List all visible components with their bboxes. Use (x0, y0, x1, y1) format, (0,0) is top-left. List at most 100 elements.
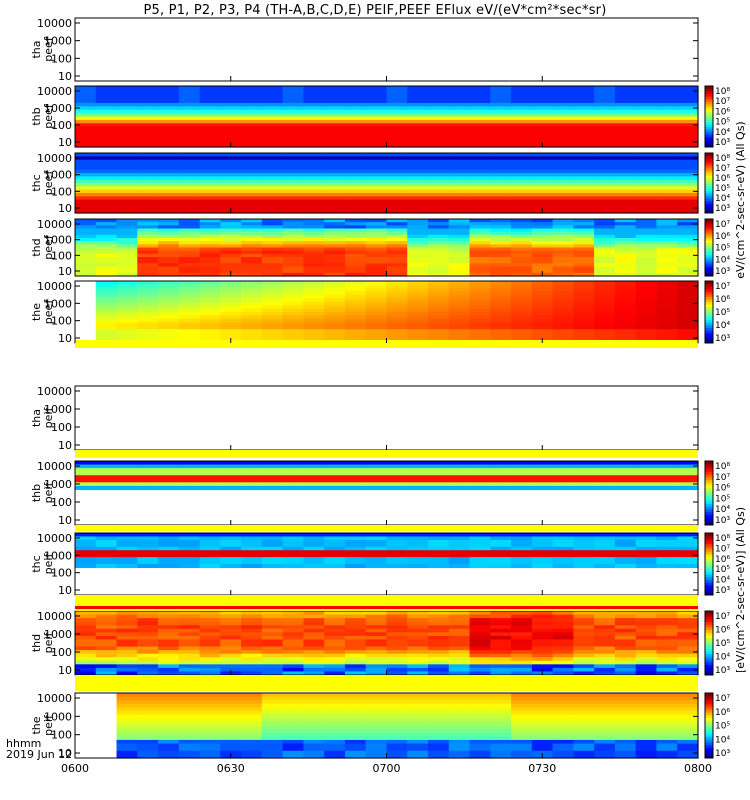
spectrogram-cell (469, 650, 491, 655)
spectrogram-cell (407, 196, 429, 201)
spectrogram-cell (220, 169, 242, 174)
spectrogram-cell (594, 725, 616, 730)
spectrogram-cell (614, 99, 637, 104)
spectrogram-cell (490, 193, 512, 197)
spectrogram-cell (178, 653, 201, 658)
spectrogram-cell (220, 312, 242, 317)
spectrogram-cell (282, 284, 305, 289)
spectrogram-cell (614, 553, 637, 558)
spectrogram-cell (158, 203, 180, 207)
spectrogram-cell (448, 156, 471, 161)
spectrogram-cell (178, 729, 201, 734)
spectrogram-cell (677, 646, 699, 651)
spectrogram-cell (344, 671, 367, 676)
spectrogram-cell (531, 234, 554, 239)
spectrogram-cell (344, 92, 367, 97)
spectrogram-cell (386, 560, 408, 565)
spectrogram-cell (614, 618, 637, 623)
spectrogram-cell (428, 119, 450, 124)
spectrogram-cell (282, 485, 305, 491)
spectrogram-cell (199, 291, 221, 296)
spectrogram-cell (490, 315, 512, 320)
spectrogram-cell (324, 173, 346, 177)
spectrogram-cell (531, 646, 554, 651)
spectrogram-cell (95, 219, 118, 223)
spectrogram-cell (552, 272, 574, 277)
spectrogram-cell (531, 238, 554, 242)
colorbar-swatch (705, 238, 713, 241)
spectrogram-cell (511, 703, 533, 709)
spectrogram-cell (448, 621, 471, 626)
spectrogram-cell (137, 133, 159, 138)
spectrogram-cell (261, 140, 284, 145)
spectrogram-cell (635, 219, 658, 223)
spectrogram-cell (656, 325, 678, 330)
spectrogram-cell (614, 471, 637, 476)
spectrogram-cell (75, 667, 97, 673)
y-tick-label: 10 (58, 439, 72, 452)
colorbar-swatch (705, 259, 713, 263)
spectrogram-cell (344, 291, 367, 296)
spectrogram-cell (95, 332, 118, 337)
spectrogram-cell (158, 664, 180, 669)
spectrogram-cell (552, 136, 574, 141)
spectrogram-cell (428, 635, 450, 641)
spectrogram-cell (261, 329, 284, 334)
y-tick-label: 1000 (44, 297, 72, 310)
spectrogram-cell (573, 611, 595, 616)
spectrogram-cell (95, 206, 118, 211)
spectrogram-cell (573, 199, 595, 204)
spectrogram-cell (365, 133, 388, 138)
spectrogram-cell (303, 253, 325, 258)
spectrogram-cell (365, 614, 388, 619)
spectrogram-cell (199, 231, 221, 236)
spectrogram-cell (511, 143, 533, 148)
spectrogram-cell (656, 618, 678, 623)
spectrogram-cell (116, 156, 138, 161)
spectrogram-cell (511, 533, 533, 538)
spectrogram-cell (428, 123, 450, 128)
spectrogram-cell (552, 116, 574, 121)
spectrogram-cell (531, 123, 554, 128)
spectrogram-cell (573, 614, 595, 619)
spectrogram-cell (282, 136, 305, 141)
spectrogram-cell (511, 707, 533, 712)
spectrogram-cell (386, 219, 408, 223)
spectrogram-cell (261, 179, 284, 184)
spectrogram-cell (282, 257, 305, 261)
spectrogram-cell (158, 725, 180, 730)
spectrogram-cell (511, 99, 533, 104)
spectrogram-cell (116, 196, 138, 201)
spectrogram-cell (490, 336, 512, 341)
spectrogram-cell (137, 130, 159, 135)
spectrogram-cell (282, 234, 305, 239)
spectrogram-cell (407, 643, 429, 648)
spectrogram-cell (303, 657, 325, 662)
spectrogram-cell (178, 209, 201, 214)
spectrogram-cell (511, 287, 533, 292)
spectrogram-cell (656, 671, 678, 676)
spectrogram-cell (241, 657, 263, 662)
spectrogram-cell (656, 725, 678, 730)
spectrogram-cell (448, 96, 471, 101)
spectrogram-cell (635, 119, 658, 124)
colorbar-swatch (705, 283, 713, 287)
spectrogram-cell (158, 126, 180, 131)
spectrogram-cell (594, 625, 616, 630)
spectrogram-cell (552, 186, 574, 191)
spectrogram-cell (199, 650, 221, 655)
colorbar-swatch (705, 736, 713, 740)
spectrogram-cell (448, 711, 471, 716)
spectrogram-cell (386, 260, 408, 264)
spectrogram-cell (677, 315, 699, 320)
spectrogram-cell (158, 166, 180, 171)
spectrogram-cell (573, 336, 595, 341)
spectrogram-cell (428, 269, 450, 274)
spectrogram-cell (365, 461, 388, 466)
spectrogram-cell (220, 225, 242, 230)
spectrogram-cell (386, 247, 408, 252)
spectrogram-cell (386, 693, 408, 698)
spectrogram-cell (594, 611, 616, 616)
spectrogram-cell (365, 693, 388, 698)
spectrogram-cell (386, 96, 408, 101)
